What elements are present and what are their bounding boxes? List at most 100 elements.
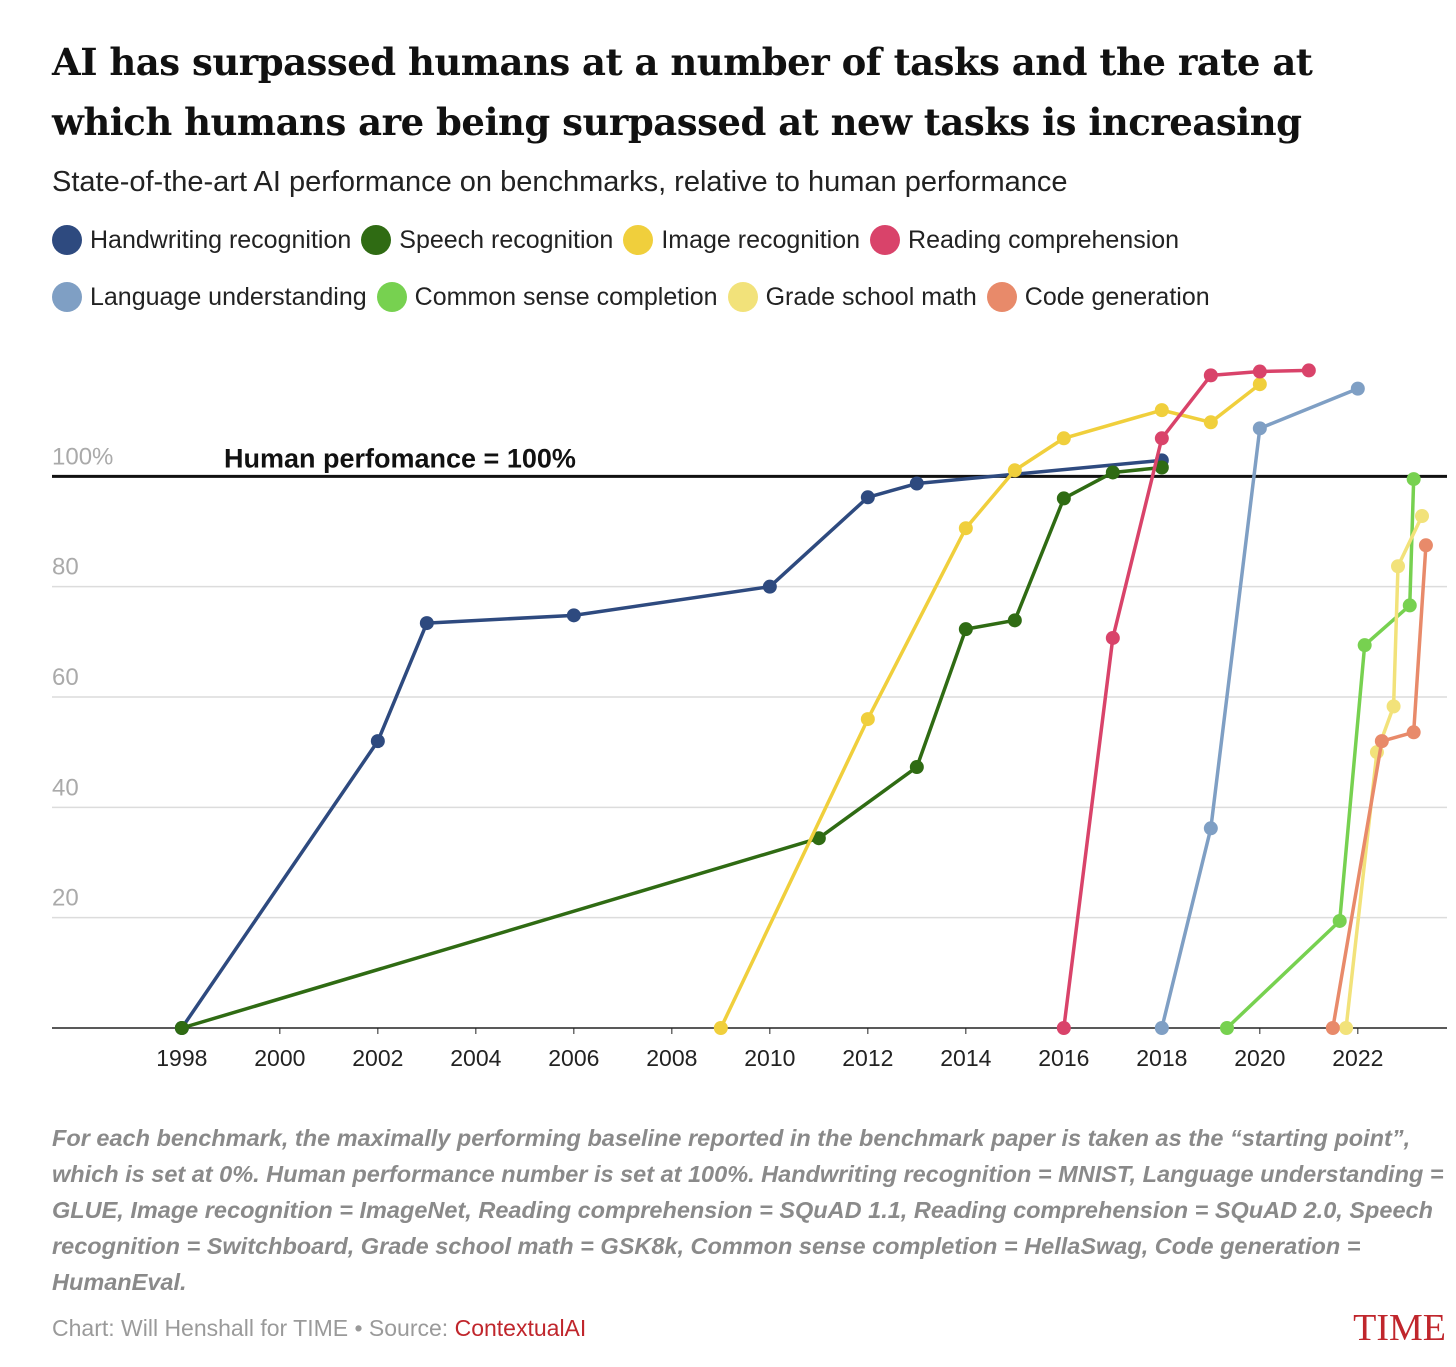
data-point: [1406, 725, 1421, 740]
data-point: [370, 734, 385, 749]
data-point: [909, 476, 924, 491]
x-tick-label: 2006: [548, 1045, 599, 1071]
data-point: [1056, 1021, 1071, 1035]
data-point: [1357, 638, 1372, 653]
y-tick-label: 100%: [52, 443, 113, 470]
legend-label: Reading comprehension: [908, 225, 1180, 254]
data-point: [1154, 431, 1169, 446]
legend: Handwriting recognition Speech recognitio…: [52, 222, 1342, 315]
legend-item: Code generation: [986, 279, 1210, 315]
legend-label: Image recognition: [661, 225, 861, 254]
y-tick-label: 40: [52, 774, 79, 801]
data-point: [1339, 1021, 1354, 1035]
x-tick-label: 2002: [352, 1045, 403, 1071]
credit-line: Chart: Will Henshall for TIME • Source: …: [52, 1315, 586, 1342]
x-tick-label: 2010: [744, 1045, 795, 1071]
data-point: [1374, 734, 1389, 749]
data-point: [909, 760, 924, 775]
data-point: [1056, 431, 1071, 446]
data-point: [1203, 821, 1218, 836]
x-tick-label: 2020: [1234, 1045, 1285, 1071]
legend-item: Grade school math: [727, 279, 977, 315]
legend-label: Grade school math: [765, 282, 977, 311]
x-tick-label: 2016: [1038, 1045, 1089, 1071]
data-point: [1252, 364, 1267, 379]
data-point: [1325, 1021, 1340, 1035]
data-point: [958, 521, 973, 536]
data-point: [1386, 699, 1401, 714]
x-tick-label: 2018: [1136, 1045, 1187, 1071]
credit: Chart: Will Henshall for TIME • Source:: [52, 1315, 449, 1341]
chart-subtitle: State-of-the-art AI performance on bench…: [52, 166, 1068, 198]
series-line: [1225, 479, 1416, 1030]
data-point: [1154, 403, 1169, 418]
data-point: [762, 579, 777, 594]
legend-swatch: [376, 282, 407, 312]
data-point: [958, 622, 973, 637]
data-point: [1252, 377, 1267, 392]
x-tick-label: 1998: [156, 1045, 207, 1071]
y-tick-label: 20: [52, 885, 79, 912]
data-point: [1219, 1021, 1234, 1035]
data-point: [860, 712, 875, 727]
data-point: [1203, 415, 1218, 430]
logo: TIME: [1353, 1307, 1446, 1349]
legend-item: Image recognition: [623, 222, 860, 258]
data-point: [811, 831, 826, 846]
legend-swatch: [52, 282, 82, 312]
legend-item: Handwriting recognition: [52, 222, 351, 258]
data-point: [1252, 421, 1267, 436]
data-point: [1406, 472, 1421, 487]
data-point: [1402, 598, 1417, 613]
data-point: [419, 616, 434, 631]
reference-label: Human perfomance = 100%: [224, 443, 576, 473]
chart-title: AI has surpassed humans at a number of t…: [52, 40, 1313, 144]
legend-label: Speech recognition: [399, 225, 614, 254]
series-line: [1331, 545, 1428, 1029]
legend-item: Common sense completion: [376, 279, 718, 315]
source: ContextualAI: [454, 1315, 587, 1341]
legend-swatch: [623, 225, 654, 255]
legend-label: Common sense completion: [414, 282, 718, 311]
data-point: [1203, 368, 1218, 383]
data-point: [1418, 538, 1433, 553]
series-line: [180, 458, 1162, 1029]
series-line: [1160, 386, 1359, 1029]
x-tick-label: 2000: [254, 1045, 305, 1071]
y-tick-label: 80: [52, 554, 79, 581]
data-point: [1415, 509, 1430, 524]
x-tick-label: 2014: [940, 1045, 991, 1071]
x-tick-label: 2004: [450, 1045, 501, 1071]
data-point: [1154, 460, 1169, 475]
data-point: [1007, 613, 1022, 628]
legend-label: Code generation: [1024, 282, 1210, 311]
legend-swatch: [727, 282, 758, 312]
legend-item: Reading comprehension: [870, 222, 1179, 258]
legend-item: Language understanding: [52, 279, 367, 315]
data-point: [860, 490, 875, 505]
legend-item: Speech recognition: [361, 222, 613, 258]
data-point: [566, 608, 581, 623]
data-point: [713, 1021, 728, 1035]
legend-swatch: [986, 282, 1017, 312]
legend-swatch: [52, 225, 82, 255]
series-line: [181, 465, 1163, 1030]
legend-label: Language understanding: [90, 282, 367, 311]
data-point: [1332, 913, 1347, 928]
data-point: [1056, 491, 1071, 506]
series-line: [719, 382, 1261, 1029]
series-line: [1062, 368, 1309, 1029]
legend-label: Handwriting recognition: [90, 225, 352, 254]
data-point: [1350, 381, 1365, 396]
x-tick-label: 2008: [646, 1045, 697, 1071]
data-point: [1105, 630, 1120, 645]
data-point: [1105, 465, 1120, 480]
note: For each benchmark, the maximally perfor…: [52, 1125, 1444, 1295]
x-tick-label: 2022: [1332, 1045, 1383, 1071]
data-point: [1301, 363, 1316, 378]
data-point: [1154, 1021, 1169, 1035]
data-point: [1391, 559, 1406, 574]
legend-swatch: [361, 225, 392, 255]
